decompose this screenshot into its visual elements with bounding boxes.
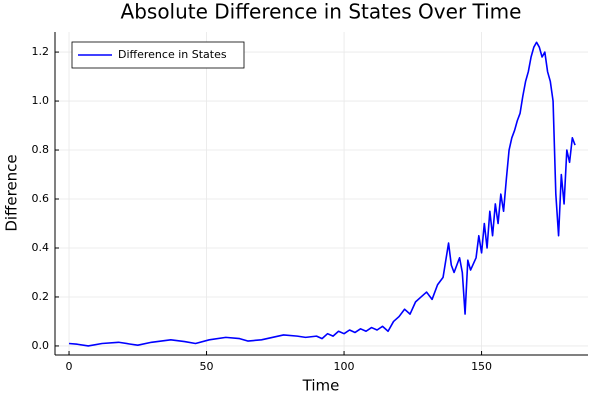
y-tick-label: 0.0: [32, 339, 50, 352]
y-tick-label: 0.8: [32, 143, 50, 156]
x-tick-label: 50: [200, 360, 214, 373]
y-tick-label: 0.2: [32, 290, 50, 303]
x-axis-label: Time: [302, 377, 340, 395]
y-tick-label: 1.0: [32, 94, 50, 107]
legend-label: Difference in States: [118, 48, 227, 61]
y-tick-label: 0.4: [32, 241, 50, 254]
y-tick-label: 0.6: [32, 192, 50, 205]
chart-title: Absolute Difference in States Over Time: [121, 0, 522, 24]
x-tick-label: 150: [471, 360, 492, 373]
x-tick-label: 100: [334, 360, 355, 373]
x-tick-label: 0: [66, 360, 73, 373]
y-axis-label: Difference: [3, 154, 21, 231]
y-tick-label: 1.2: [32, 45, 50, 58]
data-line: [68, 41, 576, 347]
